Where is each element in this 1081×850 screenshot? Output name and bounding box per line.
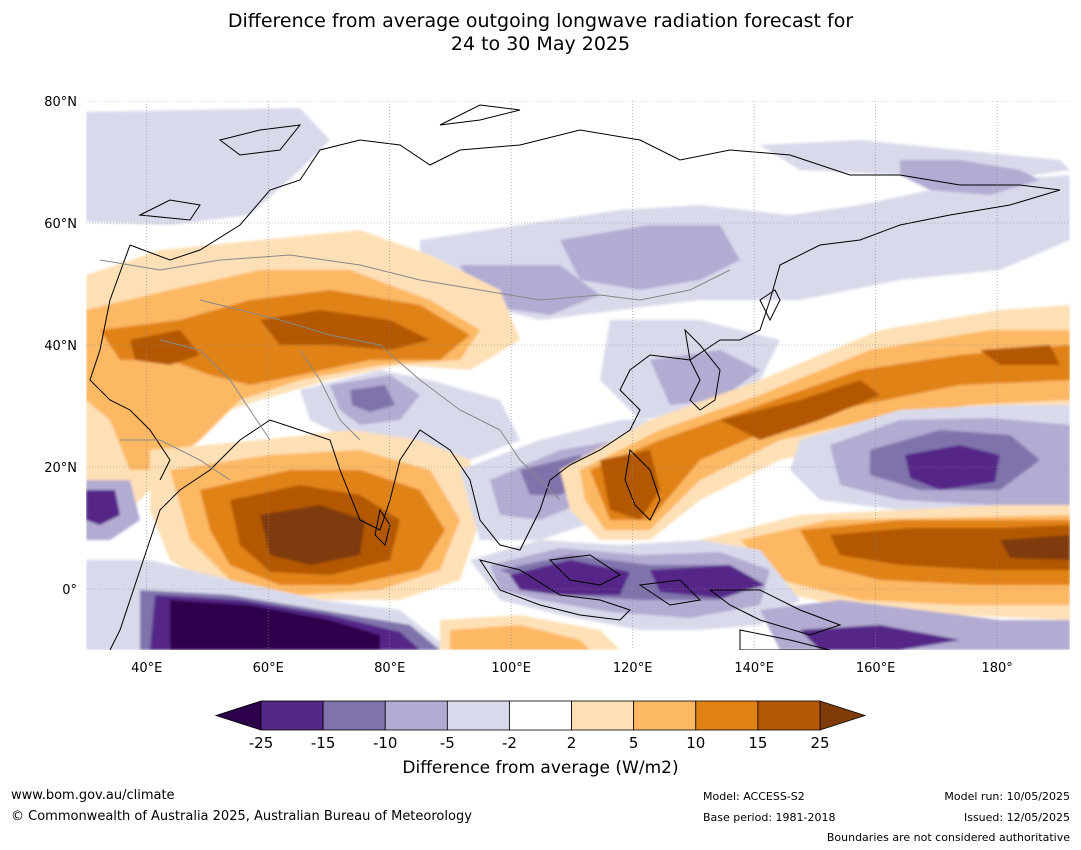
colorbar-tick-label: -2 [502, 734, 517, 752]
colorbar-tick-label: -25 [249, 734, 274, 752]
colorbar-tick-label: 15 [748, 734, 767, 752]
lon-label: 100°E [491, 661, 531, 676]
chart-title: Difference from average outgoing longwav… [0, 10, 1081, 56]
lat-label: 60°N [44, 217, 77, 232]
title-line-2: 24 to 30 May 2025 [450, 33, 631, 55]
colorbar-bin [695, 700, 759, 731]
graticule [86, 101, 1070, 650]
model-text: Model: ACCESS-S2 [703, 790, 805, 803]
lon-label: 80°E [374, 661, 405, 676]
website-text: www.bom.gov.au/climate [11, 788, 175, 803]
disclaimer-text: Boundaries are not considered authoritat… [826, 831, 1070, 844]
colorbar-tick-label: 25 [810, 734, 829, 752]
colorbar-bin [633, 700, 697, 731]
latitude-labels: 80°N 60°N 40°N 20°N 0° [44, 95, 77, 598]
lat-label: 0° [62, 583, 77, 598]
title-line-1: Difference from average outgoing longwav… [227, 10, 854, 32]
lat-label: 20°N [44, 461, 77, 476]
colorbar-high-extend [819, 700, 867, 731]
lon-label: 180° [981, 661, 1012, 676]
base-period-text: Base period: 1981-2018 [703, 811, 836, 824]
country-borders [99, 254, 731, 501]
colorbar-bin [446, 700, 510, 731]
colorbar-low-extend [214, 700, 262, 731]
colorbar-tick-label: -10 [373, 734, 398, 752]
lat-label: 40°N [44, 339, 77, 354]
colorbar-bin [757, 700, 821, 731]
colorbar-bin [509, 700, 572, 731]
colorbar-bin [384, 700, 448, 731]
colorbar-tick-label: -5 [440, 734, 455, 752]
colorbar-tick-label: 5 [629, 734, 639, 752]
lon-label: 140°E [734, 661, 774, 676]
colorbar-bin [260, 700, 324, 731]
lat-label: 80°N [44, 95, 77, 110]
anomaly-field [86, 101, 1070, 650]
issued-text: Issued: 12/05/2025 [963, 811, 1070, 824]
model-run-text: Model run: 10/05/2025 [944, 790, 1070, 803]
lon-label: 60°E [253, 661, 284, 676]
lon-label: 120°E [613, 661, 653, 676]
colorbar-bin [322, 700, 386, 731]
colorbar-tick-label: 10 [686, 734, 705, 752]
lon-label: 160°E [856, 661, 896, 676]
lon-label: 40°E [131, 661, 162, 676]
longitude-labels: 40°E 60°E 80°E 100°E 120°E 140°E 160°E 180° [131, 661, 1013, 676]
colorbar-bin [571, 700, 635, 731]
colorbar-label: Difference from average (W/m2) [402, 758, 679, 778]
colorbar-tick-label: 2 [567, 734, 577, 752]
coastlines [89, 104, 1061, 650]
copyright-text: © Commonwealth of Australia 2025, Austra… [11, 809, 472, 824]
colorbar: -25 -15 -10 -5 -2 2 5 10 15 25 [214, 700, 867, 752]
colorbar-tick-label: -15 [311, 734, 336, 752]
